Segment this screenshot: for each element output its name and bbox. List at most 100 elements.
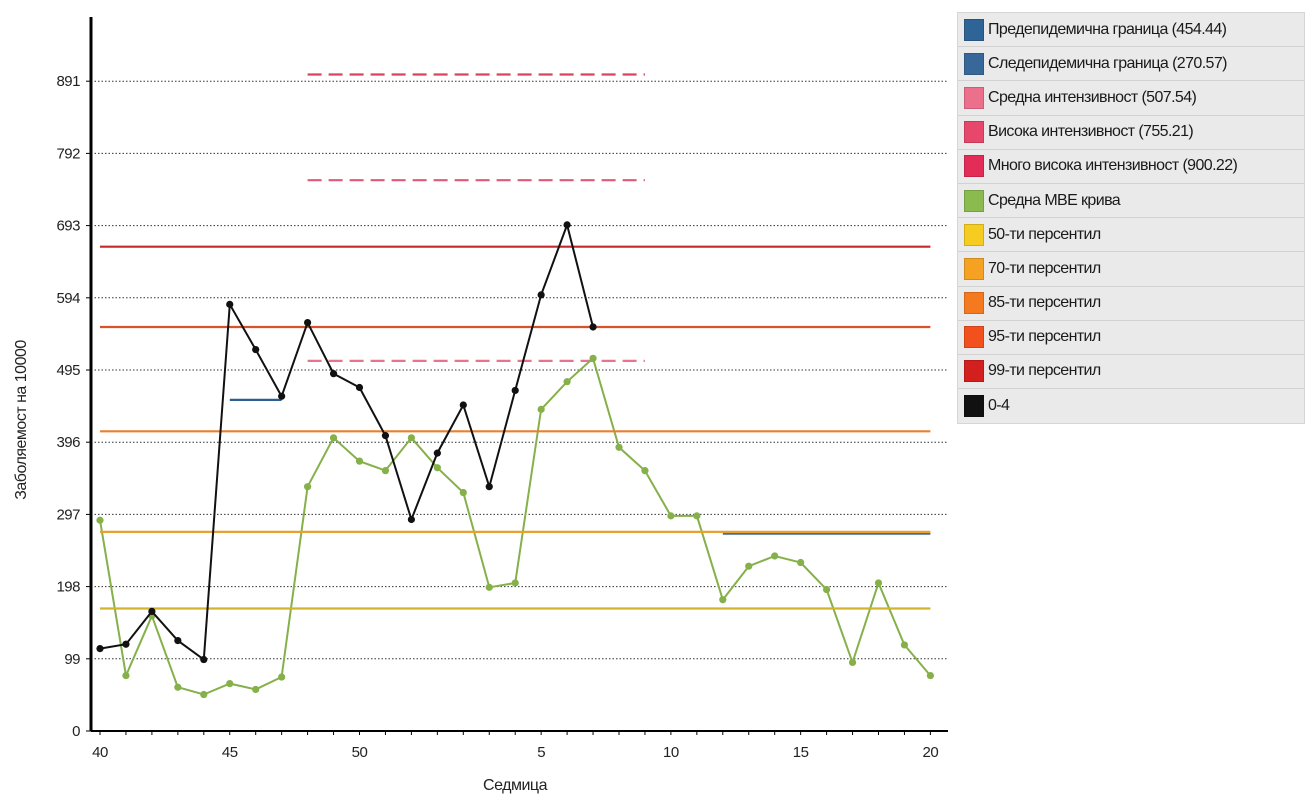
- legend-item[interactable]: 0-4: [958, 389, 1304, 423]
- series-6-point: [693, 512, 701, 520]
- legend-item[interactable]: Средна МВЕ крива: [958, 184, 1304, 219]
- y-tick-label: 198: [56, 579, 80, 596]
- series-12-point: [563, 221, 571, 229]
- series-12-point: [511, 386, 519, 395]
- legend-swatch: [964, 189, 984, 212]
- legend-swatch: [964, 18, 984, 41]
- y-tick-label: 396: [56, 434, 80, 451]
- legend-swatch: [964, 257, 984, 280]
- gridlines: [91, 80, 948, 660]
- y-axis-label: Заболяемост на 10000: [13, 340, 30, 500]
- series-12-point: [589, 323, 597, 331]
- series-6-point: [563, 378, 571, 386]
- series-6-point: [433, 464, 441, 472]
- x-tick-label: 50: [352, 744, 368, 761]
- legend-item[interactable]: 85-ти персентил: [958, 287, 1304, 321]
- series-12-point: [459, 401, 467, 409]
- series-12-point: [304, 318, 312, 327]
- series-12-point: [537, 291, 545, 299]
- series-6-point: [615, 443, 623, 451]
- y-tick-label: 693: [56, 218, 80, 235]
- series-6-point: [848, 658, 857, 667]
- legend-label: Средна интензивност (507.54): [988, 88, 1197, 106]
- legend-swatch: [964, 395, 984, 418]
- chart-legend: Предепидемична граница (454.44) Следепиде…: [957, 12, 1305, 425]
- legend-swatch: [964, 360, 984, 383]
- series-6-point: [641, 467, 649, 475]
- legend-label: Висока интензивност (755.21): [988, 123, 1194, 141]
- series-12-point: [174, 636, 182, 645]
- legend-item[interactable]: 50-ти персентил: [958, 218, 1304, 253]
- series-6-point: [174, 683, 182, 691]
- legend-item[interactable]: Предепидемична граница (454.44): [958, 13, 1304, 48]
- legend-item[interactable]: 70-ти персентил: [958, 252, 1304, 287]
- series-6-point: [355, 457, 364, 465]
- x-tick-label: 45: [222, 744, 238, 761]
- legend-swatch: [964, 292, 984, 315]
- series-12-point: [226, 300, 234, 308]
- legend-label: 70-ти персентил: [988, 259, 1101, 277]
- legend-swatch: [964, 86, 984, 109]
- series-6-line: [99, 356, 932, 696]
- series-12-point: [329, 370, 338, 378]
- series-6-point: [745, 562, 753, 570]
- series-6-point: [252, 685, 260, 694]
- x-tick-label: 10: [663, 744, 679, 761]
- series-12-point: [381, 432, 390, 440]
- legend-swatch: [964, 223, 984, 246]
- series-6-point: [771, 552, 779, 560]
- series-6-point: [667, 512, 675, 520]
- y-tick-label: 99: [64, 651, 80, 668]
- series-6-point: [485, 583, 493, 591]
- series-12-point: [200, 655, 208, 664]
- series-6-point: [407, 434, 415, 442]
- series-lines: [96, 73, 935, 699]
- legend-label: Следепидемична граница (270.57): [988, 54, 1227, 72]
- legend-swatch: [964, 52, 984, 75]
- series-12-point: [148, 607, 156, 615]
- series-6-point: [537, 405, 545, 413]
- series-12-point: [96, 644, 104, 653]
- series-6-point: [926, 671, 935, 680]
- legend-swatch: [964, 121, 984, 144]
- x-tick-label: 5: [537, 744, 545, 761]
- legend-item[interactable]: Средна интензивност (507.54): [958, 81, 1304, 116]
- legend-label: Предепидемична граница (454.44): [988, 20, 1227, 38]
- series-12-point: [252, 345, 260, 354]
- series-12-line: [99, 221, 594, 662]
- legend-label: 95-ти персентил: [988, 328, 1101, 346]
- series-12-point: [433, 449, 441, 457]
- series-6-point: [874, 579, 883, 587]
- series-6-point: [226, 679, 234, 688]
- y-tick-label: 0: [72, 723, 80, 740]
- legend-label: Средна МВЕ крива: [988, 191, 1121, 209]
- legend-label: 85-ти персентил: [988, 294, 1101, 312]
- legend-item[interactable]: 95-ти персентил: [958, 321, 1304, 355]
- legend-item[interactable]: Много висока интензивност (900.22): [958, 150, 1304, 184]
- series-6-point: [797, 558, 805, 567]
- series-6-point: [329, 434, 338, 442]
- series-12-point: [278, 392, 286, 400]
- series-6-point: [96, 516, 104, 524]
- series-6-point: [900, 641, 909, 649]
- series-12-point: [407, 515, 415, 524]
- series-12-point: [355, 383, 364, 392]
- legend-item[interactable]: Следепидемична граница (270.57): [958, 47, 1304, 82]
- series-6-point: [200, 690, 208, 699]
- legend-label: 0-4: [988, 397, 1010, 415]
- legend-item[interactable]: Висока интензивност (755.21): [958, 116, 1304, 150]
- series-6-point: [459, 488, 467, 497]
- x-tick-label: 20: [923, 744, 939, 761]
- legend-label: Много висока интензивност (900.22): [988, 157, 1238, 175]
- legend-item[interactable]: 99-ти персентил: [958, 355, 1304, 390]
- axes: 0 99 198 297 396 495 594 693 792 891 40 45 50 5 10 15 20: [56, 17, 948, 761]
- legend-label: 50-ти персентил: [988, 225, 1101, 243]
- series-12-point: [122, 640, 130, 648]
- x-tick-label: 15: [793, 744, 809, 761]
- y-tick-label: 792: [56, 145, 80, 162]
- x-tick-label: 40: [92, 744, 108, 761]
- series-6-point: [381, 467, 390, 475]
- y-tick-label: 495: [56, 362, 80, 379]
- series-6-point: [122, 671, 130, 680]
- y-tick-label: 297: [56, 506, 80, 523]
